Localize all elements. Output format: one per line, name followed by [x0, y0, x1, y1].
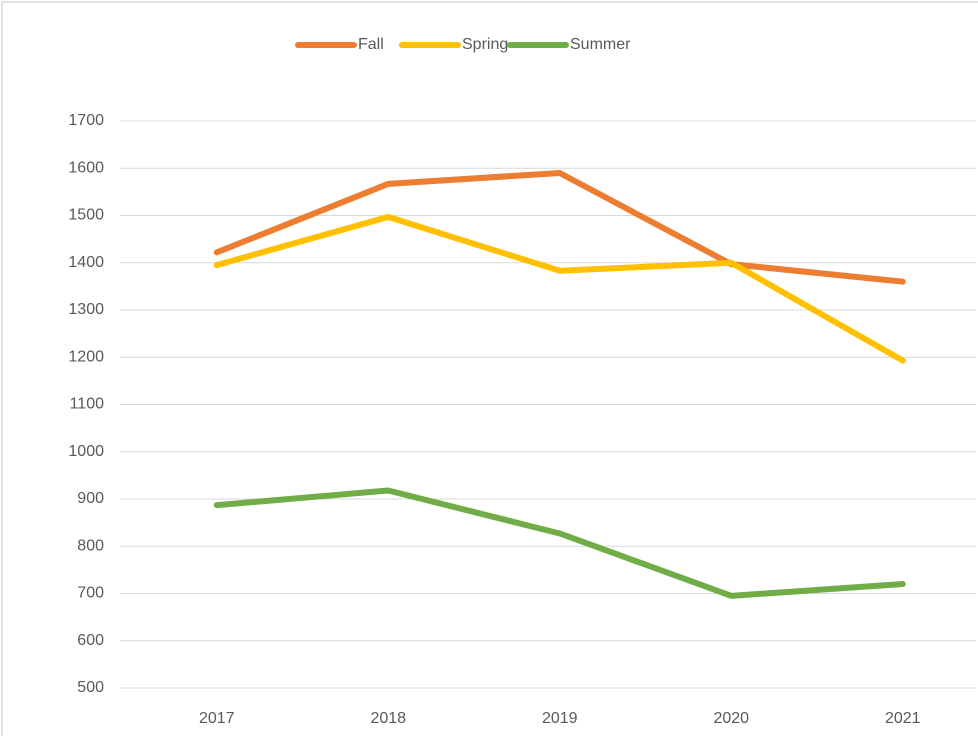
y-tick-label: 1000: [68, 443, 104, 460]
y-tick-label: 500: [77, 679, 104, 696]
y-tick-label: 1500: [68, 207, 104, 224]
x-tick-label: 2020: [713, 710, 749, 727]
legend-label: Fall: [358, 36, 384, 53]
y-tick-label: 1700: [68, 112, 104, 129]
y-tick-label: 1300: [68, 301, 104, 318]
legend-label: Summer: [570, 36, 631, 53]
y-tick-label: 600: [77, 632, 104, 649]
legend-label: Spring: [462, 36, 508, 53]
y-tick-label: 1100: [70, 396, 105, 413]
y-tick-label: 1200: [68, 348, 104, 365]
y-tick-label: 800: [77, 537, 104, 554]
y-tick-label: 1400: [68, 254, 104, 271]
x-tick-label: 2019: [542, 710, 578, 727]
y-tick-label: 1600: [68, 159, 104, 176]
x-tick-label: 2021: [885, 710, 921, 727]
x-tick-label: 2017: [199, 710, 235, 727]
series-line: [213, 169, 906, 285]
y-tick-label: 900: [77, 490, 104, 507]
series-line: [213, 213, 906, 364]
y-tick-label: 700: [77, 585, 104, 602]
series-line: [213, 487, 906, 599]
x-tick-label: 2018: [370, 710, 406, 727]
